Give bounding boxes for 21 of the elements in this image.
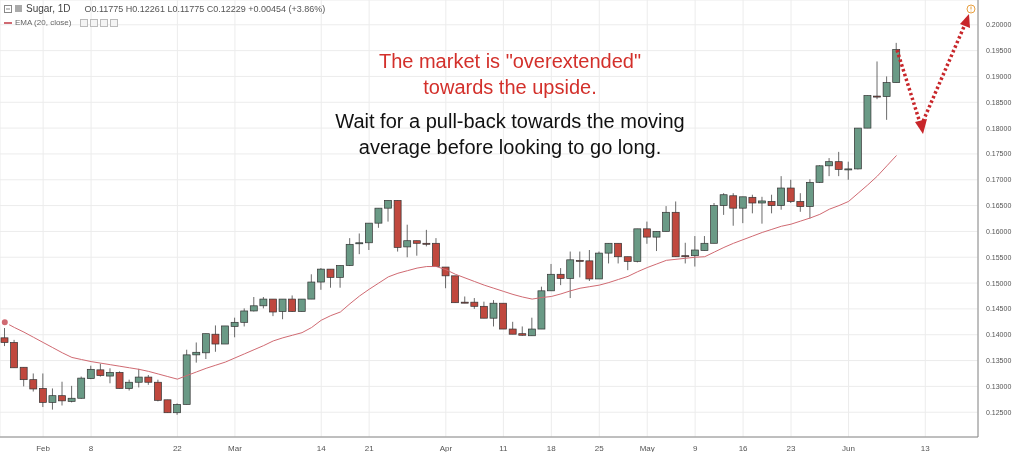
x-tick-label: 16: [738, 443, 749, 452]
annotation: The market is "overextended" towards the upside.: [377, 49, 643, 100]
x-tick-label: 11: [499, 443, 509, 452]
x-tick-label: 25: [594, 443, 605, 452]
x-tick-label: 23: [786, 443, 797, 452]
x-tick-label: 21: [364, 443, 375, 452]
annotation: Wait for a pull-back towards the moving average before looking to go long.: [334, 109, 686, 160]
x-tick-label: 18: [546, 443, 557, 452]
legend-label: EMA (20, close): [15, 18, 72, 27]
chart-title: Sugar, 1D: [26, 3, 71, 14]
x-tick-label: May: [639, 443, 655, 452]
text: O0.11775 H0.12261 L0.11775 C0.12229 +0.00454 (+3.86%): [84, 4, 326, 14]
x-tick-label: Apr: [439, 443, 453, 452]
x-tick-label: 13: [920, 443, 931, 452]
x-tick-label: Jun: [842, 443, 856, 452]
x-tick-label: 8: [88, 443, 94, 452]
x-tick-label: 14: [316, 443, 327, 452]
x-tick-label: 22: [172, 443, 183, 452]
x-tick-label: 9: [692, 443, 698, 452]
x-tick-label: Mar: [228, 443, 243, 452]
x-tick-label: Feb: [36, 443, 51, 452]
